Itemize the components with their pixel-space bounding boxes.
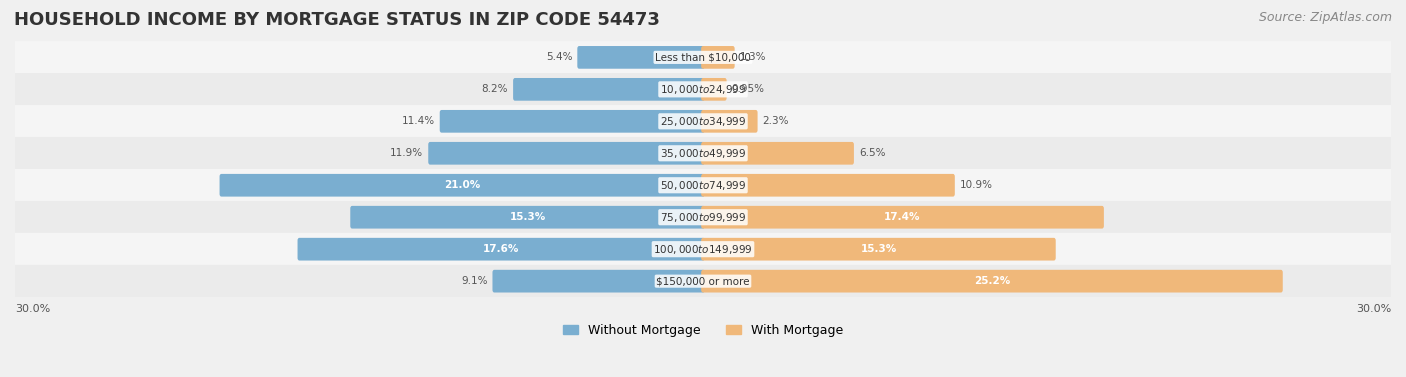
FancyBboxPatch shape [298,238,704,261]
Text: 15.3%: 15.3% [509,212,546,222]
Legend: Without Mortgage, With Mortgage: Without Mortgage, With Mortgage [562,324,844,337]
FancyBboxPatch shape [702,270,1282,293]
Text: $100,000 to $149,999: $100,000 to $149,999 [654,243,752,256]
Text: 8.2%: 8.2% [482,84,508,94]
Text: 15.3%: 15.3% [860,244,897,254]
FancyBboxPatch shape [513,78,704,101]
Text: 21.0%: 21.0% [444,180,481,190]
Text: 9.1%: 9.1% [461,276,488,286]
FancyBboxPatch shape [15,201,1391,233]
Text: 30.0%: 30.0% [1355,303,1391,314]
Text: $10,000 to $24,999: $10,000 to $24,999 [659,83,747,96]
Text: 10.9%: 10.9% [960,180,993,190]
Text: 11.4%: 11.4% [402,116,434,126]
FancyBboxPatch shape [15,105,1391,138]
Text: HOUSEHOLD INCOME BY MORTGAGE STATUS IN ZIP CODE 54473: HOUSEHOLD INCOME BY MORTGAGE STATUS IN Z… [14,11,659,29]
Text: 25.2%: 25.2% [974,276,1010,286]
Text: 11.9%: 11.9% [389,148,423,158]
FancyBboxPatch shape [15,169,1391,202]
FancyBboxPatch shape [15,233,1391,265]
FancyBboxPatch shape [702,78,727,101]
FancyBboxPatch shape [702,46,735,69]
Text: 17.4%: 17.4% [884,212,921,222]
FancyBboxPatch shape [702,238,1056,261]
FancyBboxPatch shape [702,174,955,196]
Text: 0.95%: 0.95% [731,84,765,94]
Text: 2.3%: 2.3% [762,116,789,126]
Text: 6.5%: 6.5% [859,148,886,158]
FancyBboxPatch shape [702,206,1104,228]
FancyBboxPatch shape [702,142,853,165]
FancyBboxPatch shape [219,174,704,196]
Text: $150,000 or more: $150,000 or more [657,276,749,286]
FancyBboxPatch shape [578,46,704,69]
Text: $25,000 to $34,999: $25,000 to $34,999 [659,115,747,128]
Text: $35,000 to $49,999: $35,000 to $49,999 [659,147,747,160]
Text: $75,000 to $99,999: $75,000 to $99,999 [659,211,747,224]
FancyBboxPatch shape [15,265,1391,297]
Text: Less than $10,000: Less than $10,000 [655,52,751,62]
FancyBboxPatch shape [492,270,704,293]
FancyBboxPatch shape [440,110,704,133]
FancyBboxPatch shape [429,142,704,165]
Text: 17.6%: 17.6% [484,244,519,254]
Text: 30.0%: 30.0% [15,303,51,314]
FancyBboxPatch shape [702,110,758,133]
Text: $50,000 to $74,999: $50,000 to $74,999 [659,179,747,192]
Text: 1.3%: 1.3% [740,52,766,62]
FancyBboxPatch shape [15,137,1391,170]
FancyBboxPatch shape [15,41,1391,74]
Text: Source: ZipAtlas.com: Source: ZipAtlas.com [1258,11,1392,24]
Text: 5.4%: 5.4% [546,52,572,62]
FancyBboxPatch shape [350,206,704,228]
FancyBboxPatch shape [15,73,1391,106]
